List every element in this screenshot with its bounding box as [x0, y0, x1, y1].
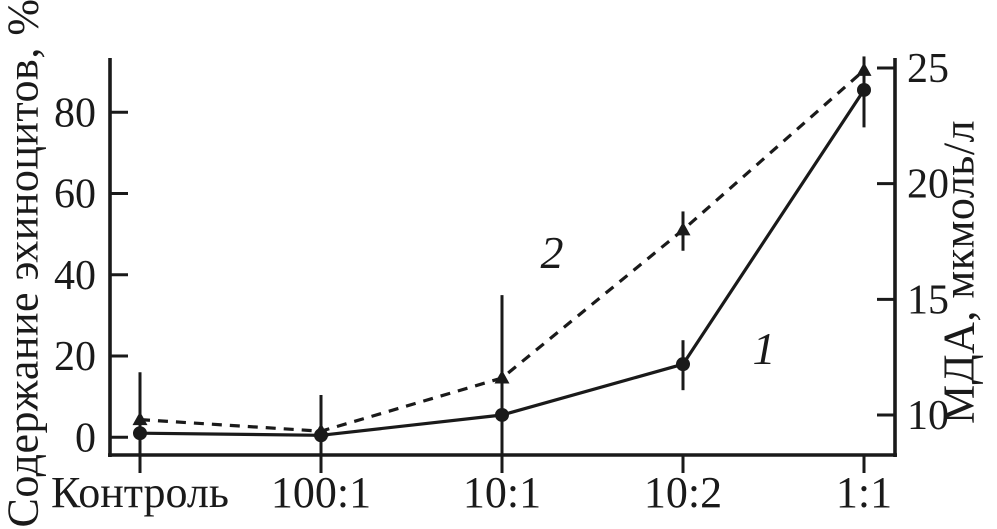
x-axis-category-label: 10:2 [644, 468, 722, 517]
right-axis-tick-label: 10 [907, 393, 949, 439]
left-axis-tick-label: 0 [75, 415, 96, 461]
series-2-label: 2 [541, 227, 564, 278]
x-axis-category-label: Контроль [51, 468, 229, 517]
left-axis-tick-label: 20 [54, 334, 96, 380]
left-axis-title: Содержание эхиноцитов, % [0, 0, 48, 528]
x-axis-category-label: 1:1 [836, 468, 892, 517]
series-1-marker-circle [495, 407, 509, 422]
series-1-marker-circle [133, 426, 147, 441]
right-axis-tick-label: 15 [907, 277, 949, 323]
left-axis-tick-label: 40 [54, 253, 96, 299]
series-2-marker-triangle [856, 62, 872, 76]
series-2-marker-triangle [494, 369, 510, 384]
x-axis-category-label: 10:1 [463, 468, 541, 517]
x-axis-category-label: 100:1 [271, 468, 371, 517]
left-axis-tick-label: 60 [54, 172, 96, 218]
series-1-label: 1 [753, 323, 776, 374]
series-1-marker-circle [857, 82, 871, 97]
right-axis-title: МДА, мкмоль/л [934, 119, 984, 425]
series-1-marker-circle [676, 357, 690, 372]
series-2-marker-triangle [675, 221, 691, 236]
series-2-line [139, 69, 866, 433]
left-axis-tick-label: 80 [54, 90, 96, 136]
right-axis-tick-label: 20 [907, 162, 949, 208]
series-2-marker-triangle [132, 411, 148, 426]
right-axis-tick-label: 25 [907, 46, 949, 92]
series-2-marker-triangle [313, 423, 329, 437]
